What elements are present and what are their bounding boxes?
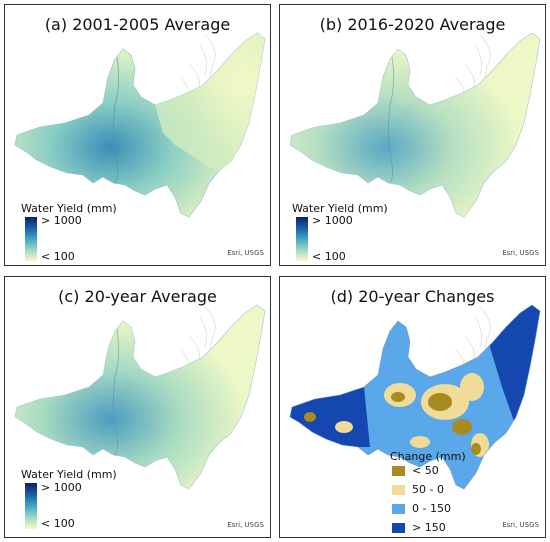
map-attribution: Esri, USGS: [502, 521, 539, 529]
map-attribution: Esri, USGS: [227, 249, 264, 257]
map-panel-20-year-average: (c) 20-year Average Water Yield (mm) > 1…: [4, 276, 271, 538]
study-region-outline: [289, 304, 541, 490]
region-map: [289, 304, 541, 490]
legend-swatch: [392, 504, 405, 514]
legend-swatch: [392, 523, 405, 533]
legend-class-label: 50 - 0: [412, 483, 444, 496]
legend-high-label: > 1000: [41, 481, 82, 494]
map-attribution: Esri, USGS: [502, 249, 539, 257]
study-region: [289, 32, 541, 218]
legend-low-label: < 100: [312, 250, 346, 263]
river-channel: [388, 56, 394, 184]
legend-title: Water Yield (mm): [21, 202, 117, 215]
map-attribution: Esri, USGS: [227, 521, 264, 529]
study-region: [14, 304, 266, 490]
legend-title: Change (mm): [390, 450, 466, 463]
legend-title: Water Yield (mm): [21, 468, 117, 481]
water-yield-color-ramp: [296, 217, 308, 261]
region-map: [289, 32, 541, 218]
map-panel-2001-2005: (a) 2001-2005 Average Water Yield (mm) >…: [4, 4, 271, 266]
river-channel: [113, 56, 119, 184]
panel-title: (b) 2016-2020 Average: [319, 15, 506, 34]
river-channel: [113, 328, 119, 456]
legend-low-label: < 100: [41, 517, 75, 530]
water-yield-color-ramp: [25, 217, 37, 261]
legend-high-label: > 1000: [312, 214, 353, 227]
water-yield-color-ramp: [25, 483, 37, 529]
legend-high-label: > 1000: [41, 214, 82, 227]
legend-class-label: < 50: [412, 464, 439, 477]
legend-swatch: [392, 485, 405, 495]
legend-class-label: 0 - 150: [412, 502, 451, 515]
panel-title: (d) 20-year Changes: [330, 287, 495, 306]
region-map: [14, 32, 266, 218]
legend-class-label: > 150: [412, 521, 446, 534]
change-classes: [290, 305, 540, 489]
legend-title: Water Yield (mm): [292, 202, 388, 215]
legend-low-label: < 100: [41, 250, 75, 263]
region-map: [14, 304, 266, 490]
legend-swatch: [392, 466, 405, 476]
region-east-overlay: [155, 33, 265, 171]
map-panel-20-year-changes: (d) 20-year Changes Change (mm) < 50 50 -…: [279, 276, 546, 538]
map-panel-2016-2020: (b) 2016-2020 Average Water Yield (mm) >…: [279, 4, 546, 266]
panel-title: (c) 20-year Average: [58, 287, 217, 306]
panel-title: (a) 2001-2005 Average: [44, 15, 231, 34]
